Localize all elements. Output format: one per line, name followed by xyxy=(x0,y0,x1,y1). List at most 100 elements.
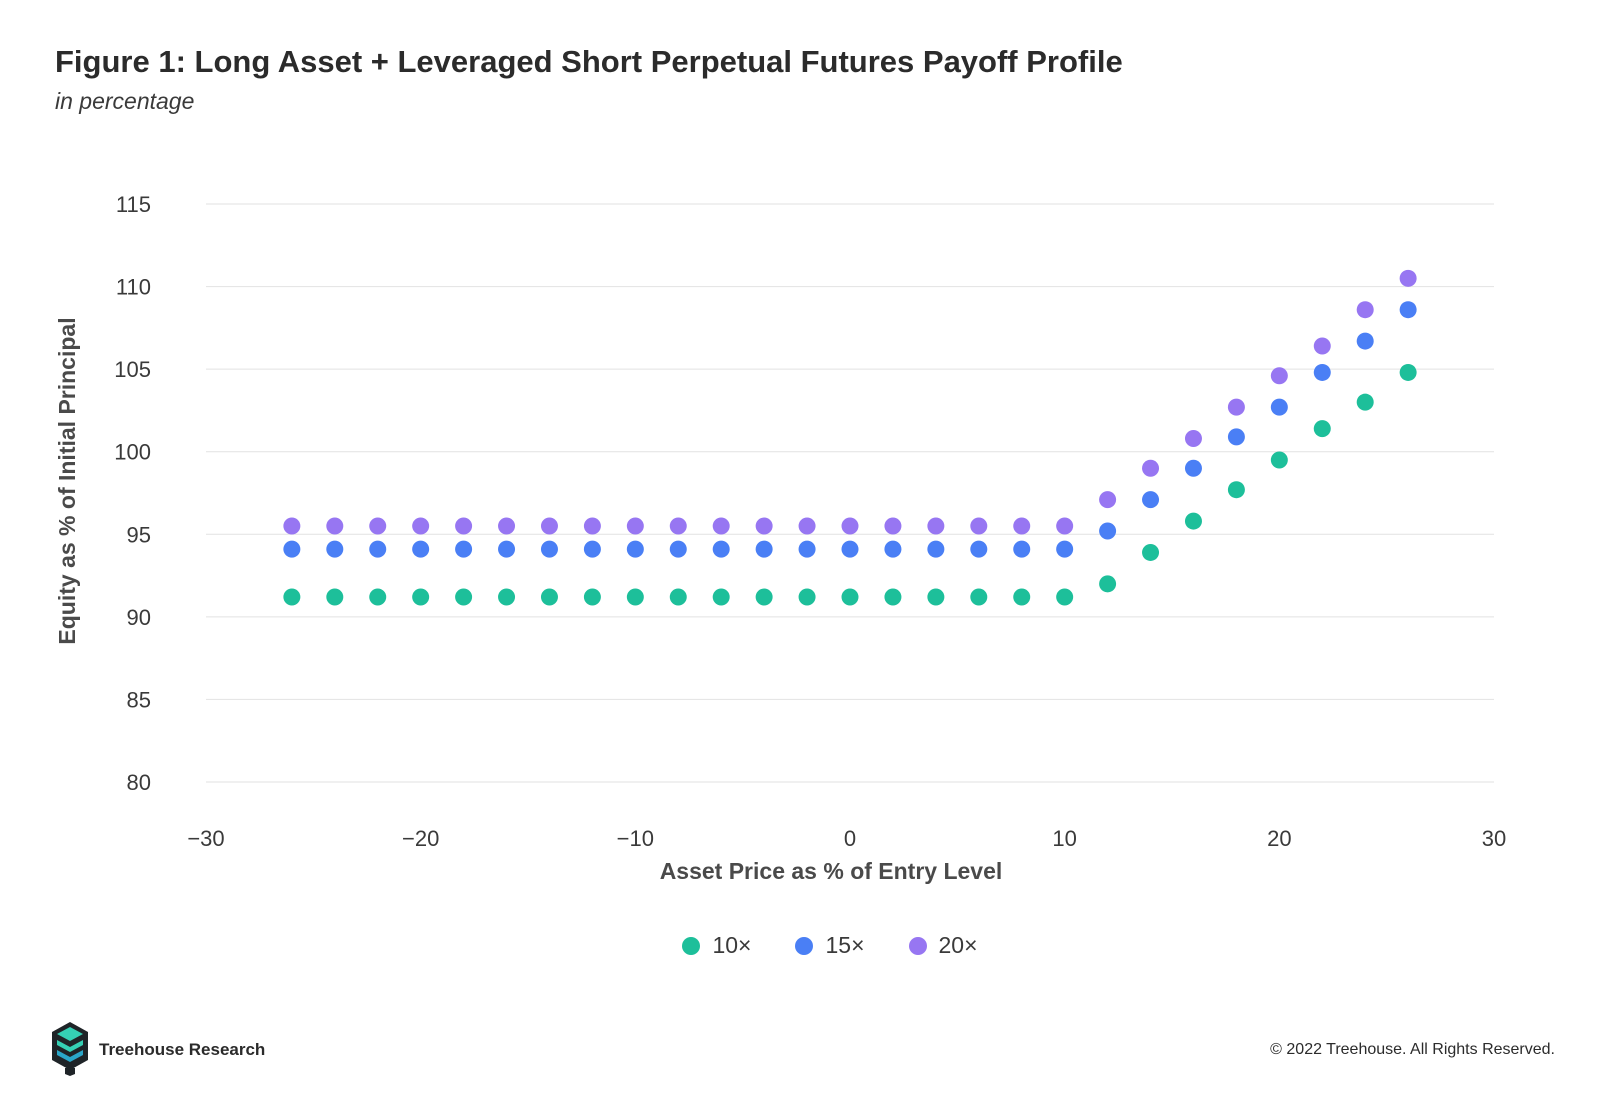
data-point xyxy=(1313,337,1331,355)
data-point xyxy=(1099,522,1117,540)
data-point xyxy=(1184,430,1202,448)
data-point xyxy=(1399,301,1417,319)
data-point xyxy=(455,588,473,606)
data-point xyxy=(626,588,644,606)
x-tick-label: 20 xyxy=(1267,826,1291,851)
data-point xyxy=(326,517,344,535)
data-point xyxy=(1356,301,1374,319)
data-point xyxy=(540,540,558,558)
data-point xyxy=(1099,575,1117,593)
data-point xyxy=(498,517,516,535)
chart-subtitle: in percentage xyxy=(55,88,195,114)
data-point xyxy=(326,540,344,558)
data-point xyxy=(283,540,301,558)
data-point xyxy=(669,588,687,606)
data-point xyxy=(841,517,859,535)
data-point xyxy=(669,540,687,558)
data-point xyxy=(712,517,730,535)
data-point xyxy=(455,540,473,558)
y-tick-label: 90 xyxy=(127,605,151,630)
legend-label: 20× xyxy=(938,932,978,958)
data-point xyxy=(970,588,988,606)
data-point xyxy=(884,517,902,535)
legend-swatch xyxy=(795,936,814,955)
y-tick-label: 100 xyxy=(114,440,151,465)
data-point xyxy=(755,517,773,535)
data-points xyxy=(283,269,1417,606)
series-10× xyxy=(283,363,1417,606)
data-point xyxy=(583,540,601,558)
gridlines xyxy=(206,203,1494,783)
chart-title: Figure 1: Long Asset + Leveraged Short P… xyxy=(55,44,1123,79)
data-point xyxy=(884,540,902,558)
data-point xyxy=(1399,363,1417,381)
treehouse-logo-icon xyxy=(52,1022,88,1076)
x-tick-label: −10 xyxy=(617,826,654,851)
data-point xyxy=(369,588,387,606)
data-point xyxy=(798,517,816,535)
data-point xyxy=(1013,517,1031,535)
data-point xyxy=(1142,491,1160,509)
data-point xyxy=(540,588,558,606)
data-point xyxy=(1099,491,1117,509)
y-tick-label: 85 xyxy=(127,687,151,712)
footer-brand: Treehouse Research xyxy=(99,1040,266,1059)
data-point xyxy=(412,588,430,606)
series-15× xyxy=(283,301,1417,558)
data-point xyxy=(369,540,387,558)
legend-item: 15× xyxy=(795,932,865,959)
data-point xyxy=(498,540,516,558)
x-axis-ticks: −30 −20 −10 0 10 20 30 xyxy=(187,826,1506,851)
data-point xyxy=(369,517,387,535)
data-point xyxy=(1013,540,1031,558)
y-axis-title: Equity as % of Initial Principal xyxy=(54,317,80,644)
data-point xyxy=(1356,393,1374,411)
y-axis-ticks: 80 85 90 95 100 105 110 115 xyxy=(114,192,151,795)
data-point xyxy=(669,517,687,535)
data-point xyxy=(927,517,945,535)
data-point xyxy=(841,540,859,558)
data-point xyxy=(970,540,988,558)
x-tick-label: −20 xyxy=(402,826,439,851)
legend-item: 10× xyxy=(682,932,751,959)
data-point xyxy=(626,540,644,558)
data-point xyxy=(1184,512,1202,530)
data-point xyxy=(283,588,301,606)
data-point xyxy=(970,517,988,535)
data-point xyxy=(1056,517,1074,535)
data-point xyxy=(798,588,816,606)
y-tick-label: 110 xyxy=(116,275,151,300)
legend-item: 20× xyxy=(908,932,978,959)
y-tick-label: 105 xyxy=(114,357,151,382)
data-point xyxy=(927,588,945,606)
data-point xyxy=(1227,398,1245,416)
data-point xyxy=(626,517,644,535)
data-point xyxy=(1356,332,1374,350)
legend-swatch xyxy=(908,936,927,955)
data-point xyxy=(1227,481,1245,499)
data-point xyxy=(712,588,730,606)
data-point xyxy=(884,588,902,606)
data-point xyxy=(583,517,601,535)
data-point xyxy=(540,517,558,535)
legend-swatch xyxy=(682,936,701,955)
data-point xyxy=(583,588,601,606)
data-point xyxy=(1142,459,1160,477)
legend-label: 15× xyxy=(825,932,865,958)
y-tick-label: 115 xyxy=(116,192,151,217)
footer-copyright: © 2022 Treehouse. All Rights Reserved. xyxy=(1270,1041,1555,1058)
data-point xyxy=(412,517,430,535)
y-tick-label: 95 xyxy=(127,522,151,547)
legend-label: 10× xyxy=(712,932,752,958)
data-point xyxy=(1056,588,1074,606)
chart-legend: 10× 15× 20× xyxy=(0,932,1600,959)
data-point xyxy=(1313,363,1331,381)
data-point xyxy=(412,540,430,558)
x-tick-label: 0 xyxy=(844,826,856,851)
data-point xyxy=(1184,459,1202,477)
data-point xyxy=(712,540,730,558)
data-point xyxy=(1270,398,1288,416)
data-point xyxy=(755,540,773,558)
data-point xyxy=(1270,367,1288,385)
